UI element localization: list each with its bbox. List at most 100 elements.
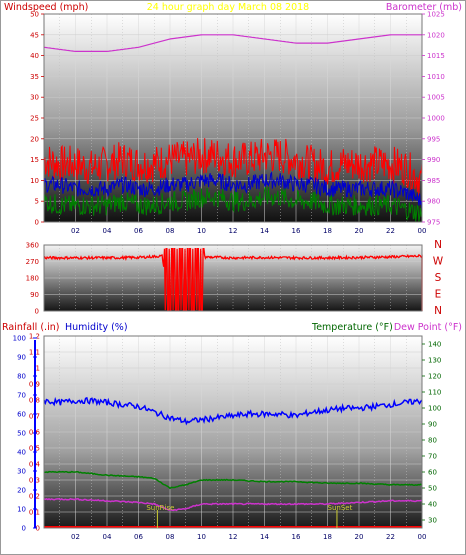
direction-y-tick-label: 270 xyxy=(26,258,39,266)
wind-x-tick-label: 14 xyxy=(260,227,269,235)
temperature-y-tick-label: 130 xyxy=(428,357,441,365)
temp-x-tick-label: 18 xyxy=(323,533,332,541)
wind-y-tick-label: 35 xyxy=(30,73,39,81)
wind-panel-series xyxy=(43,34,423,223)
wind-x-tick-label: 04 xyxy=(103,227,112,235)
wind-y-tick-label: 15 xyxy=(30,156,39,164)
temperature-y-tick-label: 40 xyxy=(428,501,437,509)
wind-y-tick-label: 25 xyxy=(30,115,39,123)
direction-axis-ticks: 0 90 180 270 360 xyxy=(26,242,39,316)
humidity-y-tick-label: 70 xyxy=(17,392,26,400)
temp-x-tick-label: 02 xyxy=(71,533,80,541)
temp-x-tick-label: 00 xyxy=(418,533,427,541)
barometer-y-tick-label: 1020 xyxy=(427,31,445,39)
temperature-y-tick-label: 90 xyxy=(428,421,437,429)
wind-x-tick-label: 18 xyxy=(323,227,332,235)
humidity-y-tick-label: 90 xyxy=(17,354,26,362)
temperature-y-tick-label: 100 xyxy=(428,405,441,413)
temp-x-tick-label: 14 xyxy=(260,533,269,541)
wind-y-tick-label: 5 xyxy=(35,198,39,206)
barometer-y-tick-label: 1000 xyxy=(427,115,445,123)
temp-panel-grid xyxy=(44,336,422,528)
humidity-y-tick-label: 30 xyxy=(17,468,26,476)
temp-panel-border xyxy=(43,335,423,529)
temp-x-tick-label: 12 xyxy=(229,533,238,541)
temperature-y-tick-label: 120 xyxy=(428,373,441,381)
temperature-y-tick-label: 50 xyxy=(428,485,437,493)
rainfall-y-tick-label: 1.2 xyxy=(29,333,40,341)
temperature-y-tick-label: 70 xyxy=(428,453,437,461)
rainfall-axis-label: Rainfall (.in) xyxy=(2,322,59,333)
humidity-y-tick-label: 10 xyxy=(17,506,26,514)
barometer-y-tick-label: 975 xyxy=(427,219,440,227)
temperature-axis-label: Temperature (°F) xyxy=(311,322,393,333)
barometer-axis-label: Barometer (mb) xyxy=(386,2,462,13)
sun-annotation-label: SunSet xyxy=(328,504,353,512)
barometer-line xyxy=(43,34,422,53)
barometer-y-tick-label: 980 xyxy=(427,198,440,206)
temp-panel-series xyxy=(43,396,423,528)
barometer-y-tick-label: 1015 xyxy=(427,52,445,60)
wind-axis-ticks: 0 5 10 15 20 25 30 35 40 45 50 xyxy=(30,11,44,227)
wind-y-tick-label: 0 xyxy=(35,219,39,227)
temperature-y-tick-label: 140 xyxy=(428,341,441,349)
wind-y-tick-label: 10 xyxy=(30,177,39,185)
temp-x-tick-label: 16 xyxy=(292,533,301,541)
barometer-y-tick-label: 1005 xyxy=(427,94,445,102)
wind-y-tick-label: 30 xyxy=(30,94,39,102)
temp-x-tick-label: 08 xyxy=(166,533,175,541)
humidity-y-tick-label: 0 xyxy=(22,525,26,533)
temp-x-tick-label: 20 xyxy=(355,533,364,541)
wind-x-tick-label: 06 xyxy=(134,227,143,235)
dewpoint-line xyxy=(43,497,423,512)
humidity-axis-label: Humidity (%) xyxy=(65,322,128,333)
humidity-line xyxy=(43,396,423,426)
compass-label: N xyxy=(434,305,442,317)
temp-x-tick-label: 10 xyxy=(197,533,206,541)
compass-label: E xyxy=(435,289,442,301)
humidity-y-tick-label: 60 xyxy=(17,411,26,419)
wind-average-line xyxy=(43,171,423,210)
direction-y-tick-label: 180 xyxy=(26,275,39,283)
direction-y-tick-label: 0 xyxy=(35,308,39,316)
sun-annotation-label: SunRise xyxy=(146,504,174,512)
humidity-y-tick-label: 20 xyxy=(17,487,26,495)
temperature-axis-ticks: 30 40 50 60 70 80 90 100 110 120 130 140 xyxy=(422,341,441,525)
temperature-line xyxy=(43,470,423,490)
direction-y-tick-label: 360 xyxy=(26,242,39,250)
direction-y-tick-label: 90 xyxy=(30,291,39,299)
wind-axis-label: Windspeed (mph) xyxy=(4,2,88,13)
barometer-y-tick-label: 985 xyxy=(427,177,440,185)
barometer-y-tick-label: 1025 xyxy=(427,11,445,19)
humidity-y-tick-label: 80 xyxy=(17,373,26,381)
direction-panel-border xyxy=(43,244,423,312)
wind-y-tick-label: 40 xyxy=(30,52,39,60)
wind-x-tick-label: 02 xyxy=(71,227,80,235)
compass-label: S xyxy=(435,272,442,284)
wind-direction-line xyxy=(43,248,423,311)
temperature-y-tick-label: 110 xyxy=(428,389,441,397)
humidity-y-tick-label: 40 xyxy=(17,449,26,457)
wind-panel-x-ticks: 02 04 06 08 10 12 14 16 18 20 22 00 xyxy=(71,227,426,235)
wind-x-tick-label: 10 xyxy=(197,227,206,235)
compass-label: N xyxy=(434,239,442,251)
wind-gust-line xyxy=(43,138,423,196)
wind-low-line xyxy=(43,186,423,223)
sun-annotations: SunRise SunSet xyxy=(146,504,353,528)
wind-y-tick-label: 50 xyxy=(30,11,39,19)
direction-panel-series xyxy=(43,248,423,311)
wind-y-tick-label: 45 xyxy=(30,31,39,39)
temperature-y-tick-label: 80 xyxy=(428,437,437,445)
wind-x-tick-label: 12 xyxy=(229,227,238,235)
temp-x-tick-label: 04 xyxy=(103,533,112,541)
temp-x-tick-label: 22 xyxy=(386,533,395,541)
wind-x-tick-label: 16 xyxy=(292,227,301,235)
rainfall-y-tick-label: 1 xyxy=(36,365,40,373)
barometer-y-tick-label: 1010 xyxy=(427,73,445,81)
humidity-y-tick-label: 100 xyxy=(13,335,26,343)
wind-x-tick-label: 22 xyxy=(386,227,395,235)
wind-x-tick-label: 00 xyxy=(418,227,427,235)
